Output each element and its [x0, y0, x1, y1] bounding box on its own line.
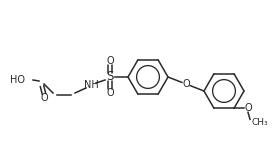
Text: O: O — [106, 56, 114, 66]
Text: O: O — [244, 103, 252, 113]
Text: NH: NH — [84, 80, 98, 90]
Text: CH₃: CH₃ — [251, 118, 268, 127]
Text: O: O — [40, 93, 48, 103]
Text: S: S — [106, 70, 114, 83]
Text: HO: HO — [10, 75, 25, 85]
Text: O: O — [106, 88, 114, 98]
Text: O: O — [182, 79, 190, 89]
